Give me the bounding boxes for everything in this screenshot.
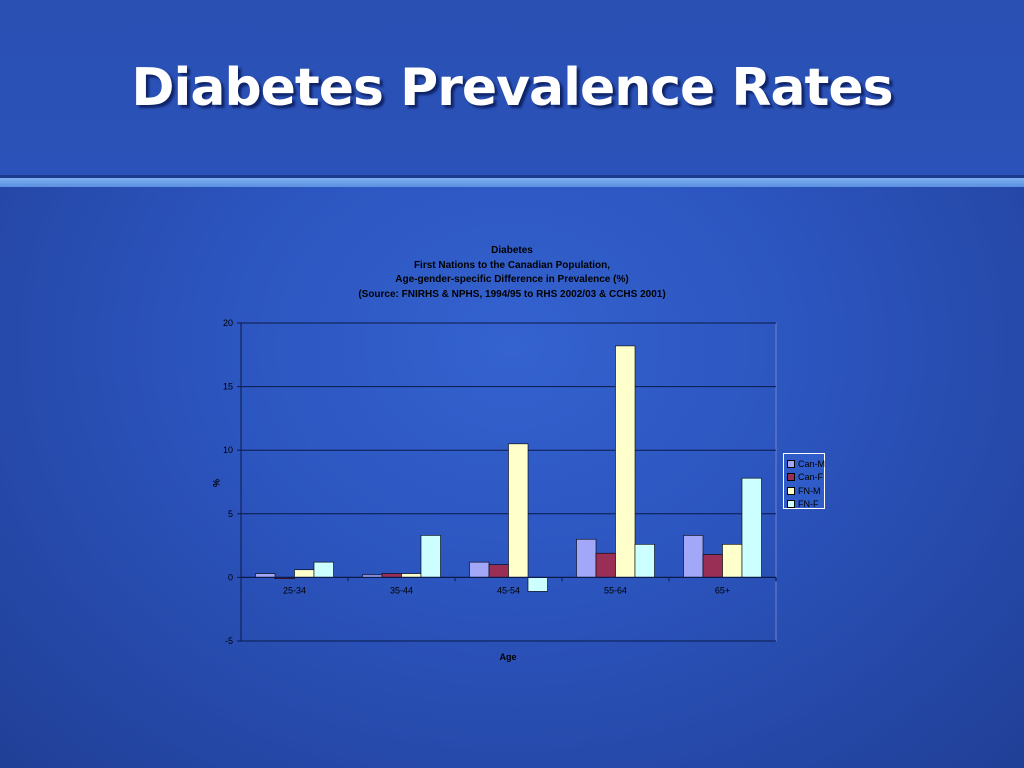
- bar-can-f: [488, 564, 509, 578]
- legend-swatch: [787, 473, 795, 482]
- chart-title-line-3: Age-gender-specific Difference in Preval…: [395, 274, 629, 285]
- axes: -5 0 5 10 15 20 25-34 35-44 45-54 55-64 65+: [223, 318, 777, 646]
- bar-fn-m: [508, 443, 529, 578]
- bar-fn-f: [741, 477, 762, 578]
- bar-can-m: [576, 538, 597, 578]
- title-area: [0, 0, 1024, 178]
- legend-swatch: [787, 500, 795, 509]
- x-tick-label: 25-34: [283, 585, 306, 595]
- x-axis-label: Age: [499, 652, 516, 662]
- bar-fn-m: [615, 345, 636, 578]
- legend-item-can-m: Can-M: [787, 457, 826, 471]
- bar-can-m: [683, 535, 704, 578]
- bar-fn-f: [313, 561, 334, 578]
- bar-fn-m: [722, 544, 743, 578]
- gridlines: [240, 322, 777, 642]
- bar-fn-f: [634, 544, 655, 578]
- chart-title-block: Diabetes First Nations to the Canadian P…: [200, 244, 824, 302]
- chart-title-line-1: Diabetes: [491, 245, 533, 256]
- legend-label: Can-F: [798, 472, 824, 483]
- chart-legend: Can-M Can-F FN-M FN-F: [783, 453, 825, 509]
- legend-swatch: [787, 459, 795, 468]
- bar-can-f: [595, 552, 616, 578]
- legend-swatch: [787, 486, 795, 495]
- chart-title-line-2: First Nations to the Canadian Population…: [413, 259, 611, 271]
- slide-title: Diabetes Prevalence Rates: [131, 58, 893, 118]
- y-axis-label: %: [211, 479, 221, 487]
- legend-label: Can-M: [798, 458, 826, 469]
- bar-fn-f: [420, 535, 441, 578]
- legend-label: FN-F: [798, 499, 819, 510]
- chart-title-line-4: (Source: FNIRHS & NPHS, 1994/95 to RHS 2…: [358, 288, 666, 300]
- x-tick-label: 55-64: [604, 585, 627, 595]
- bar-fn-m: [294, 569, 315, 578]
- x-tick-label: 65+: [715, 585, 730, 595]
- y-tick-label: 0: [228, 572, 233, 582]
- x-tick-label: 45-54: [497, 585, 520, 595]
- legend-item-can-f: Can-F: [787, 471, 824, 485]
- title-divider-light: [0, 178, 1024, 187]
- legend-label: FN-M: [798, 485, 821, 496]
- bar-can-f: [702, 554, 723, 578]
- y-tick-label: 15: [223, 382, 233, 392]
- bars: [255, 345, 762, 592]
- y-tick-label: -5: [225, 636, 233, 646]
- y-tick-label: 5: [228, 509, 233, 519]
- y-tick-label: 20: [223, 318, 233, 328]
- legend-item-fn-f: FN-F: [787, 498, 824, 512]
- bar-fn-f: [527, 577, 548, 592]
- title-divider-dark: [0, 175, 1024, 178]
- y-tick-label: 10: [223, 445, 233, 455]
- bar-can-m: [469, 561, 490, 578]
- x-tick-label: 35-44: [390, 585, 413, 595]
- legend-item-fn-m: FN-M: [787, 484, 824, 498]
